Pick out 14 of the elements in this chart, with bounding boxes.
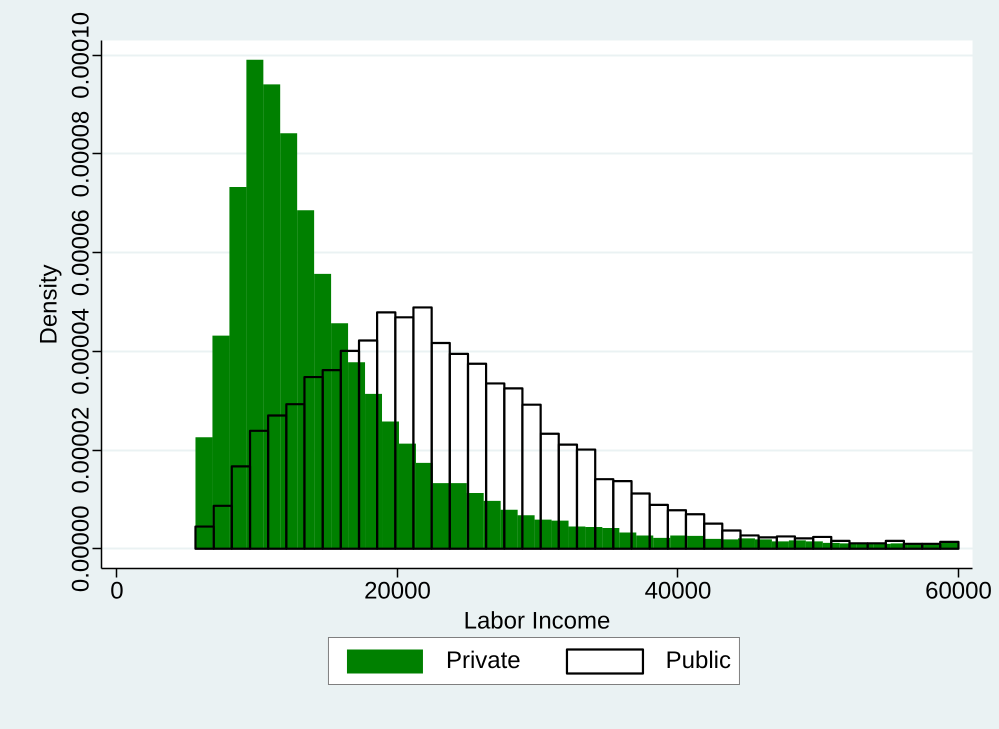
legend-label: Private (446, 647, 521, 675)
y-tick-label: 0.00008 (68, 110, 94, 198)
x-tick-label: 0 (110, 578, 124, 604)
y-tick-label: 0.00000 (68, 505, 94, 592)
x-axis-title: Labor Income (464, 608, 610, 634)
x-tick-label: 20000 (364, 578, 431, 604)
y-tick-label: 0.00010 (68, 12, 94, 99)
x-tick-label: 60000 (925, 578, 992, 604)
y-tick-label: 0.00006 (68, 209, 94, 296)
y-axis-title: Density (36, 264, 62, 345)
y-tick-label: 0.00002 (68, 406, 94, 494)
x-tick-label: 40000 (644, 578, 712, 604)
legend-label: Public (666, 647, 732, 675)
y-tick-label: 0.00004 (68, 308, 94, 395)
